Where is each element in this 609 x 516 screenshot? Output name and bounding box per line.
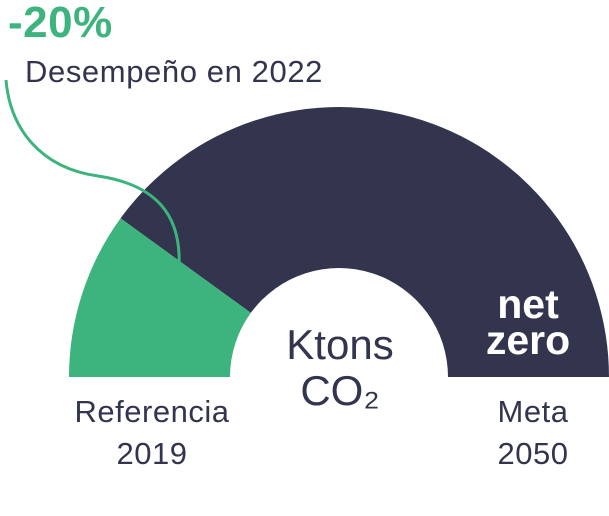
unit-label-line2: CO₂ [300, 367, 380, 414]
end-label-line1: Meta [497, 394, 569, 429]
unit-label-line1: Ktons [286, 321, 394, 368]
performance-label: Desempeño en 2022 [25, 54, 324, 89]
reduction-value: -20% [8, 0, 113, 47]
goal-label-line2: zero [485, 317, 571, 363]
achieved-arc [69, 218, 251, 377]
callout-line [4, 79, 181, 279]
remaining-arc [120, 106, 609, 378]
start-label-line1: Referencia [74, 394, 230, 429]
goal-label-line1: net [497, 281, 559, 327]
start-label-line2: 2019 [116, 436, 188, 471]
end-label-line2: 2050 [497, 436, 569, 471]
